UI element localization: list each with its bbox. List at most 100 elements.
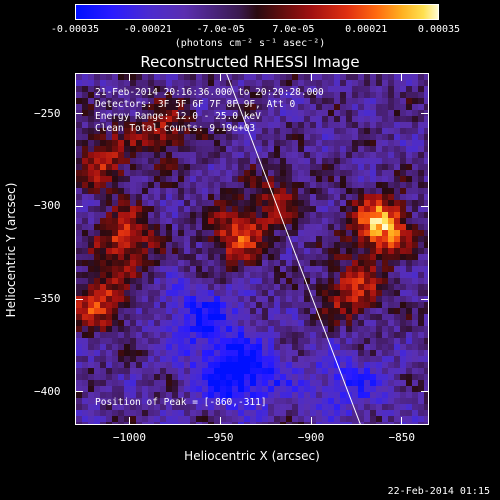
heatmap-cell (352, 224, 359, 231)
heatmap-cell (268, 110, 275, 117)
heatmap-cell (142, 248, 149, 255)
heatmap-cell (94, 254, 101, 261)
heatmap-cell (124, 314, 131, 321)
heatmap-cell (406, 380, 413, 387)
heatmap-cell (232, 104, 239, 111)
heatmap-cell (346, 212, 353, 219)
heatmap-cell (136, 344, 143, 351)
heatmap-cell (334, 86, 341, 93)
heatmap-cell (100, 272, 107, 279)
heatmap-cell (214, 362, 221, 369)
heatmap-cell (130, 152, 137, 159)
heatmap-cell (304, 230, 311, 237)
heatmap-cell (190, 128, 197, 135)
heatmap-cell (160, 110, 167, 117)
heatmap-cell (376, 266, 383, 273)
heatmap-cell (226, 386, 233, 393)
heatmap-cell (388, 170, 395, 177)
heatmap-cell (202, 338, 209, 345)
heatmap-cell (412, 308, 419, 315)
heatmap-cell (178, 98, 185, 105)
heatmap-cell (232, 266, 239, 273)
heatmap-cell (184, 326, 191, 333)
heatmap-cell (208, 272, 215, 279)
heatmap-cell (118, 158, 125, 165)
heatmap-cell (406, 374, 413, 381)
heatmap-cell (196, 416, 203, 423)
heatmap-cell (340, 164, 347, 171)
heatmap-cell (166, 374, 173, 381)
heatmap-cell (82, 314, 89, 321)
heatmap-cell (100, 356, 107, 363)
heatmap-cell (382, 128, 389, 135)
heatmap-cell (364, 152, 371, 159)
heatmap-cell (238, 380, 245, 387)
heatmap-cell (106, 374, 113, 381)
heatmap-cell (94, 140, 101, 147)
heatmap-cell (184, 158, 191, 165)
heatmap-cell (340, 218, 347, 225)
heatmap-cell (394, 248, 401, 255)
heatmap-cell (280, 254, 287, 261)
heatmap-cell (226, 224, 233, 231)
heatmap-cell (100, 164, 107, 171)
heatmap-cell (244, 176, 251, 183)
heatmap-cell (388, 422, 395, 424)
heatmap-cell (82, 386, 89, 393)
heatmap-cell (118, 206, 125, 213)
heatmap-cell (394, 260, 401, 267)
heatmap-cell (346, 404, 353, 411)
heatmap-cell (274, 86, 281, 93)
heatmap-cell (352, 122, 359, 129)
heatmap-cell (100, 206, 107, 213)
heatmap-cell (202, 224, 209, 231)
heatmap-cell (328, 224, 335, 231)
heatmap-cell (100, 188, 107, 195)
heatmap-cell (256, 314, 263, 321)
heatmap-cell (148, 176, 155, 183)
heatmap-cell (82, 74, 89, 81)
heatmap-cell (256, 410, 263, 417)
heatmap-cell (214, 140, 221, 147)
heatmap-cell (160, 374, 167, 381)
heatmap-cell (220, 104, 227, 111)
heatmap-cell (226, 128, 233, 135)
heatmap-cell (382, 416, 389, 423)
heatmap-cell (118, 386, 125, 393)
heatmap-cell (322, 254, 329, 261)
heatmap-cell (94, 284, 101, 291)
heatmap-cell (346, 284, 353, 291)
heatmap-cell (424, 290, 428, 297)
heatmap-cell (424, 422, 428, 424)
heatmap-cell (310, 326, 317, 333)
heatmap-cell (76, 86, 83, 93)
heatmap-cell (148, 86, 155, 93)
heatmap-cell (280, 374, 287, 381)
heatmap-cell (226, 410, 233, 417)
heatmap-cell (190, 212, 197, 219)
heatmap-cell (358, 290, 365, 297)
heatmap-cell (364, 212, 371, 219)
heatmap-cell (106, 344, 113, 351)
heatmap-cell (148, 182, 155, 189)
heatmap-cell (142, 356, 149, 363)
heatmap-cell (298, 386, 305, 393)
heatmap-cell (346, 422, 353, 424)
heatmap-cell (88, 152, 95, 159)
heatmap-cell (334, 152, 341, 159)
heatmap-cell (214, 284, 221, 291)
heatmap-cell (316, 416, 323, 423)
heatmap-cell (244, 362, 251, 369)
heatmap-cell (112, 206, 119, 213)
heatmap-cell (76, 386, 83, 393)
heatmap-cell (136, 134, 143, 141)
heatmap-cell (226, 278, 233, 285)
heatmap-cell (214, 116, 221, 123)
heatmap-cell (346, 362, 353, 369)
heatmap-cell (298, 146, 305, 153)
heatmap-cell (406, 398, 413, 405)
heatmap-cell (250, 302, 257, 309)
heatmap-cell (304, 296, 311, 303)
heatmap-cell (322, 314, 329, 321)
heatmap-cell (274, 404, 281, 411)
